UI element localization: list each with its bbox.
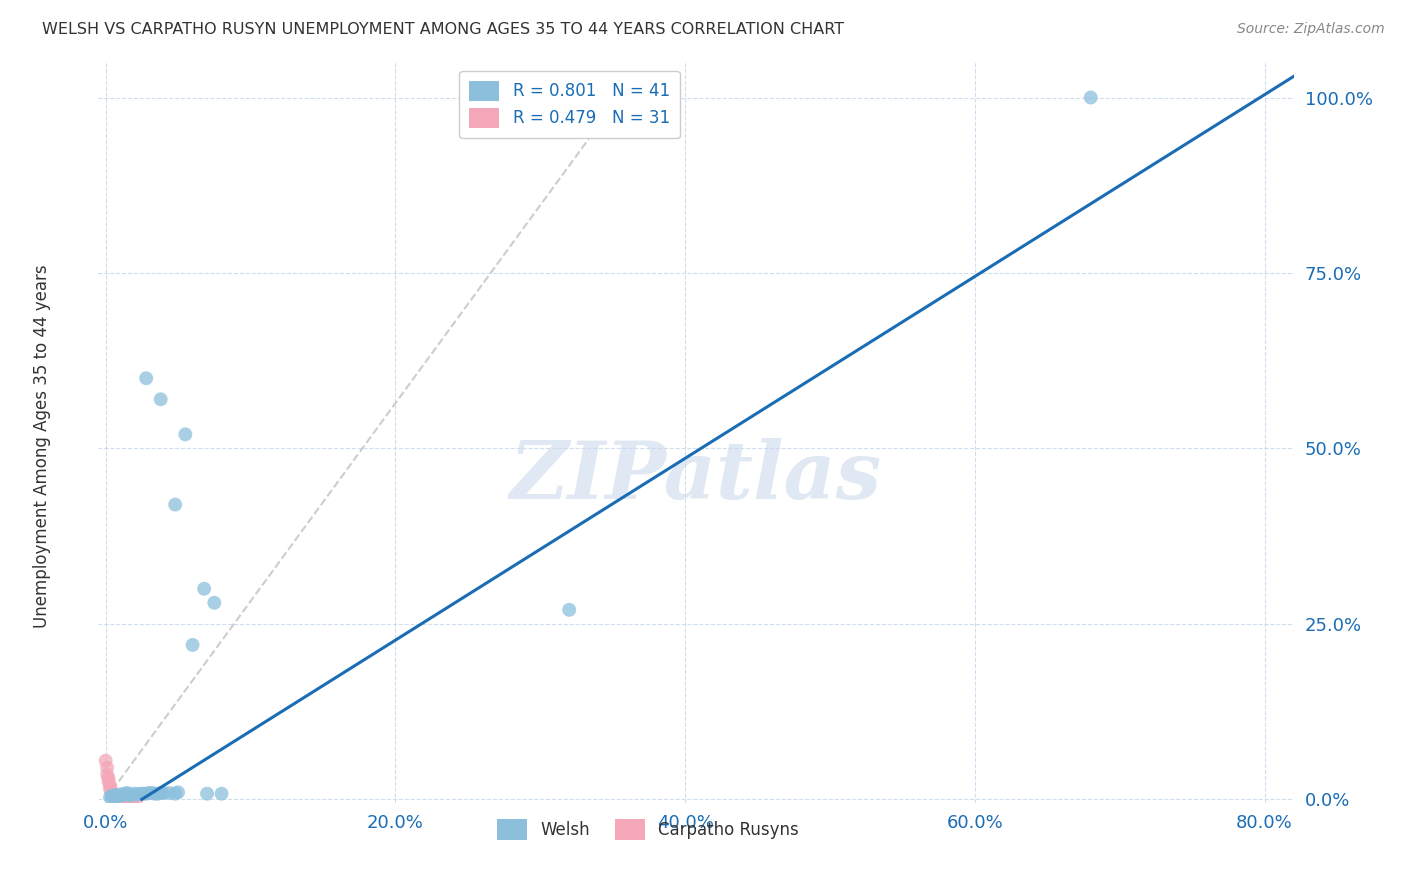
Point — [135, 371, 157, 385]
Point — [141, 786, 163, 800]
Point — [146, 787, 169, 801]
Point — [121, 790, 143, 805]
Point — [101, 789, 124, 803]
Point — [97, 774, 120, 789]
Point — [110, 789, 132, 804]
Point — [103, 788, 125, 802]
Point — [129, 787, 152, 801]
Point — [117, 790, 139, 805]
Point — [97, 771, 120, 785]
Point — [108, 788, 131, 802]
Point — [105, 789, 128, 803]
Point — [120, 788, 142, 802]
Point — [122, 790, 145, 805]
Legend: Welsh, Carpatho Rusyns: Welsh, Carpatho Rusyns — [491, 813, 806, 847]
Point — [103, 788, 125, 802]
Point — [100, 785, 122, 799]
Point — [127, 790, 149, 805]
Point — [100, 784, 122, 798]
Text: ZIPatlas: ZIPatlas — [510, 438, 882, 516]
Point — [107, 789, 129, 804]
Point — [127, 788, 149, 802]
Point — [195, 787, 218, 801]
Point — [107, 790, 129, 805]
Point — [135, 787, 157, 801]
Point — [112, 788, 135, 802]
Point — [94, 754, 117, 768]
Point — [118, 790, 141, 805]
Point — [98, 778, 121, 792]
Point — [181, 638, 204, 652]
Point — [124, 787, 146, 801]
Point — [114, 790, 136, 805]
Point — [193, 582, 215, 596]
Point — [157, 786, 180, 800]
Point — [110, 788, 132, 802]
Point — [108, 789, 131, 804]
Point — [202, 596, 225, 610]
Point — [101, 787, 124, 801]
Point — [165, 498, 187, 512]
Point — [174, 427, 197, 442]
Point — [124, 790, 146, 805]
Text: Unemployment Among Ages 35 to 44 years: Unemployment Among Ages 35 to 44 years — [34, 264, 51, 628]
Point — [143, 787, 166, 801]
Point — [96, 761, 118, 775]
Point — [96, 768, 118, 782]
Text: Source: ZipAtlas.com: Source: ZipAtlas.com — [1237, 22, 1385, 37]
Point — [558, 603, 581, 617]
Point — [114, 787, 136, 801]
Point — [132, 787, 155, 801]
Point — [104, 789, 127, 804]
Point — [104, 789, 127, 804]
Point — [120, 790, 142, 805]
Point — [138, 786, 160, 800]
Point — [117, 786, 139, 800]
Point — [98, 781, 121, 796]
Point — [1080, 90, 1102, 104]
Point — [108, 790, 131, 805]
Point — [112, 790, 135, 805]
Point — [101, 788, 124, 802]
Point — [118, 788, 141, 802]
Point — [103, 789, 125, 803]
Point — [104, 789, 127, 803]
Point — [105, 790, 128, 805]
Point — [149, 392, 172, 407]
Point — [100, 789, 122, 804]
Point — [149, 786, 172, 800]
Point — [165, 787, 187, 801]
Point — [98, 790, 121, 805]
Point — [105, 789, 128, 804]
Point — [152, 786, 174, 800]
Text: WELSH VS CARPATHO RUSYN UNEMPLOYMENT AMONG AGES 35 TO 44 YEARS CORRELATION CHART: WELSH VS CARPATHO RUSYN UNEMPLOYMENT AMO… — [42, 22, 845, 37]
Point — [211, 787, 233, 801]
Point — [115, 788, 138, 802]
Point — [167, 785, 190, 799]
Point — [115, 790, 138, 805]
Point — [121, 788, 143, 802]
